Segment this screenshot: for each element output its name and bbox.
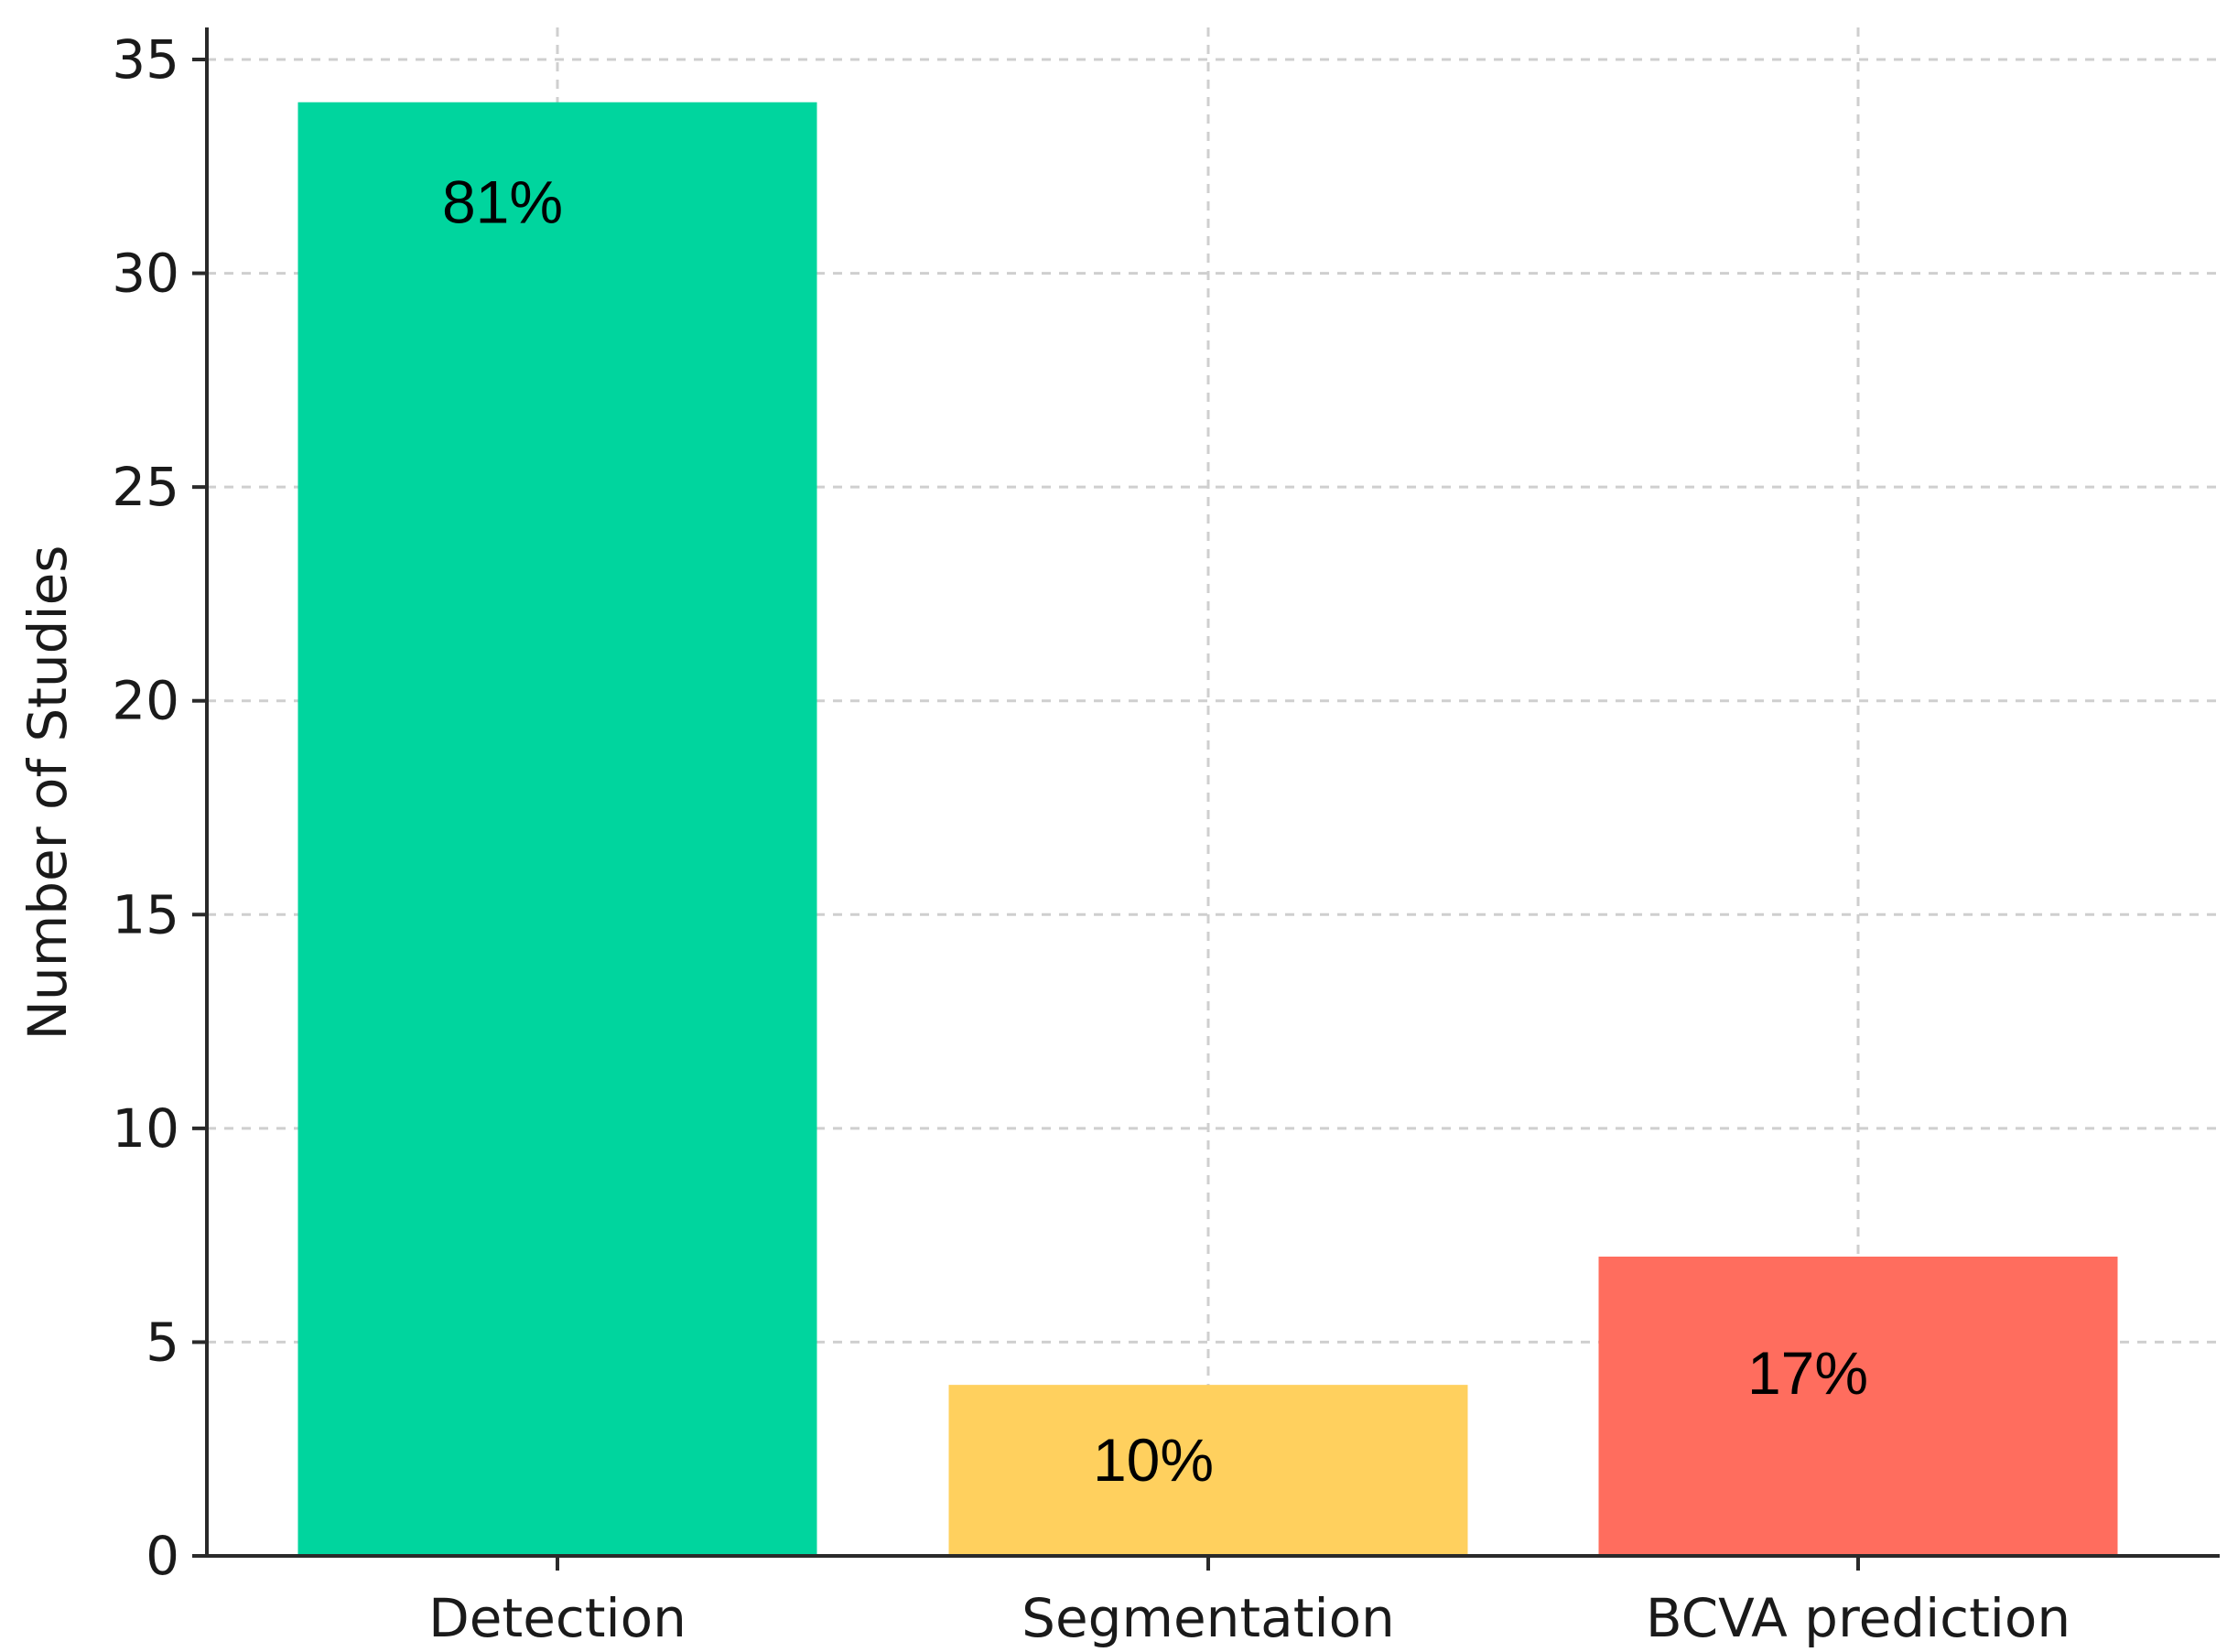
bar-data-label: 17%	[1747, 1339, 1868, 1407]
x-tick-label: BCVA prediction	[1646, 1587, 2070, 1647]
y-tick-label: 15	[112, 883, 179, 945]
bar-data-label: 10%	[1093, 1426, 1214, 1494]
y-tick-label: 0	[146, 1525, 179, 1587]
y-axis-title: Number of Studies	[16, 545, 79, 1041]
y-tick-label: 10	[112, 1097, 179, 1160]
axes-layer	[192, 27, 2220, 1571]
labels-layer: 0 5 10 15 20 25 30 35 81% 10% 17% Detection Segmenta…	[112, 28, 2070, 1649]
y-tick-label: 30	[112, 243, 179, 305]
y-tick-label: 35	[112, 28, 179, 91]
bar-detection	[297, 102, 817, 1557]
y-tick-label: 5	[146, 1311, 179, 1373]
bar-bcva-prediction	[1598, 1257, 2118, 1556]
bars-layer	[297, 102, 2118, 1557]
bar-segmentation	[948, 1385, 1468, 1556]
x-tick-label: Detection	[428, 1587, 686, 1647]
y-tick-label: 20	[112, 670, 179, 732]
bar-data-label: 81%	[442, 168, 563, 236]
x-tick-label: Segmentation	[1022, 1587, 1395, 1647]
y-tick-label: 25	[112, 456, 179, 518]
